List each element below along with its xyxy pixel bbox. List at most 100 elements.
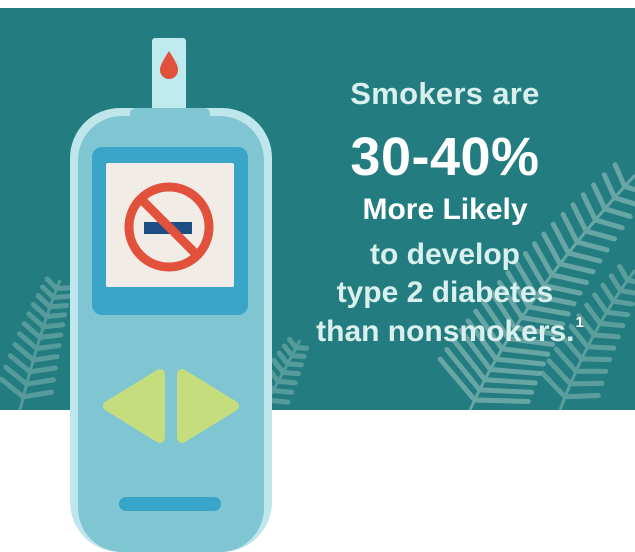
fern-leaflet <box>280 370 301 377</box>
headline-type2-diabetes: type 2 diabetes <box>336 276 554 309</box>
fern-leaflet <box>282 343 295 359</box>
fern-leaflet <box>287 337 299 351</box>
fern-leaflet <box>541 231 563 267</box>
left-arrow-icon <box>103 369 165 443</box>
fern-leaflet <box>526 304 571 317</box>
fern-leaflet <box>562 392 601 400</box>
fern-leaflet <box>561 335 585 362</box>
meter-top-cap <box>130 108 210 124</box>
fern-leaflet <box>602 206 633 219</box>
fern-leaflet <box>12 342 36 363</box>
fern-leaflet <box>458 327 493 373</box>
fern-leaflet <box>30 301 50 320</box>
fern-leaflet <box>30 354 60 363</box>
fern-leaflet <box>451 337 488 383</box>
fern-leaflet <box>40 322 66 330</box>
fern-leaflet <box>580 192 598 223</box>
test-strip <box>152 38 186 122</box>
fern-leaflet <box>472 397 531 404</box>
fern-leaflet <box>617 264 631 283</box>
fern-leaflet <box>584 302 603 326</box>
fern-leaflet <box>608 273 623 294</box>
fern-leaflet <box>601 172 618 201</box>
fern-leaflet <box>622 183 635 193</box>
fern-leaflet <box>26 311 46 330</box>
fern-leaflet <box>591 182 608 212</box>
fern-leaflet <box>514 260 539 299</box>
fern-leaflet <box>477 387 535 395</box>
fern-leaflet <box>7 353 33 375</box>
fern-leaflet <box>37 332 64 340</box>
fern-leaflet <box>541 283 583 296</box>
fern-leaf-icon <box>0 276 73 411</box>
fern-leaflet <box>34 343 62 352</box>
fern-leaf-icon <box>539 264 635 411</box>
fern-leaflet <box>35 293 53 310</box>
fern-leaflet <box>20 389 54 400</box>
fern-leaflet <box>21 321 43 340</box>
fern-leaflet <box>579 356 613 363</box>
headline-to-develop: to develop <box>369 238 520 271</box>
headline-percentage: 30-40% <box>350 127 540 187</box>
fern-leaflet <box>27 365 58 375</box>
glucose-meter-icon <box>70 38 272 552</box>
meter-slot <box>119 497 221 511</box>
fern-leaflet <box>522 250 547 289</box>
fern-leaflet <box>505 270 532 310</box>
fern-leaflet <box>612 162 628 189</box>
footnote-marker: 1 <box>575 314 584 331</box>
headline-than-nonsmokers: than nonsmokers.1 <box>305 314 595 349</box>
fern-leaflet <box>583 228 618 242</box>
fern-leaflet <box>271 357 286 375</box>
fern-leaflet <box>546 358 573 387</box>
fern-leaflet <box>531 241 555 278</box>
fern-leaflet <box>512 325 560 337</box>
fern-leaflet <box>17 331 40 352</box>
fern-leaflet <box>0 376 26 400</box>
fern-leaflet <box>465 318 499 362</box>
fern-leaflet <box>24 377 56 387</box>
fern-leaf-icon <box>437 162 635 411</box>
fern-leaflet <box>574 239 610 253</box>
fern-leaflet <box>625 277 635 285</box>
fern-leaflet <box>585 344 617 351</box>
no-smoking-icon <box>124 182 214 272</box>
headline-than-nonsmokers-text: than nonsmokers. <box>316 315 575 348</box>
fern-leaflet <box>570 202 589 234</box>
fern-leaflet <box>493 356 546 367</box>
fern-leaflet <box>270 388 295 395</box>
headline-more-likely: More Likely <box>362 193 528 226</box>
fern-leaflet <box>488 289 518 331</box>
headline-intro: Smokers are <box>350 76 540 111</box>
fern-leaflet <box>597 320 626 329</box>
fern-leaflet <box>600 282 616 304</box>
fern-leaflet <box>437 356 478 403</box>
blood-drop-icon <box>160 51 178 79</box>
fern-leaflet <box>444 347 483 393</box>
fern-leaflet <box>473 308 505 352</box>
fern-leaflet <box>576 313 597 338</box>
fern-leaflet <box>519 314 566 327</box>
fern-leaflet <box>533 293 577 307</box>
fern-leaflet <box>550 221 571 256</box>
fern-leaflet <box>604 309 631 318</box>
fern-leaflet <box>567 380 605 387</box>
fern-leaflet <box>276 350 291 367</box>
fern-leaflet <box>553 346 579 374</box>
fern-leaflet <box>557 261 596 275</box>
fern-leaflet <box>591 332 621 340</box>
fern-leaflet <box>482 377 538 386</box>
fern-leaflet <box>568 323 591 350</box>
fern-leaflet <box>560 211 580 245</box>
fern-leaflet <box>3 364 30 387</box>
fern-leaflet <box>47 302 69 310</box>
fern-leaflet <box>275 378 298 386</box>
fern-leaflet <box>480 299 511 341</box>
fern-leaflet <box>497 279 525 320</box>
fern-leaflet <box>505 335 556 347</box>
fern-leaflet <box>549 272 589 286</box>
fern-leaflet <box>487 367 542 377</box>
fern-leaflet <box>565 250 603 264</box>
fern-leaflet <box>44 276 60 292</box>
